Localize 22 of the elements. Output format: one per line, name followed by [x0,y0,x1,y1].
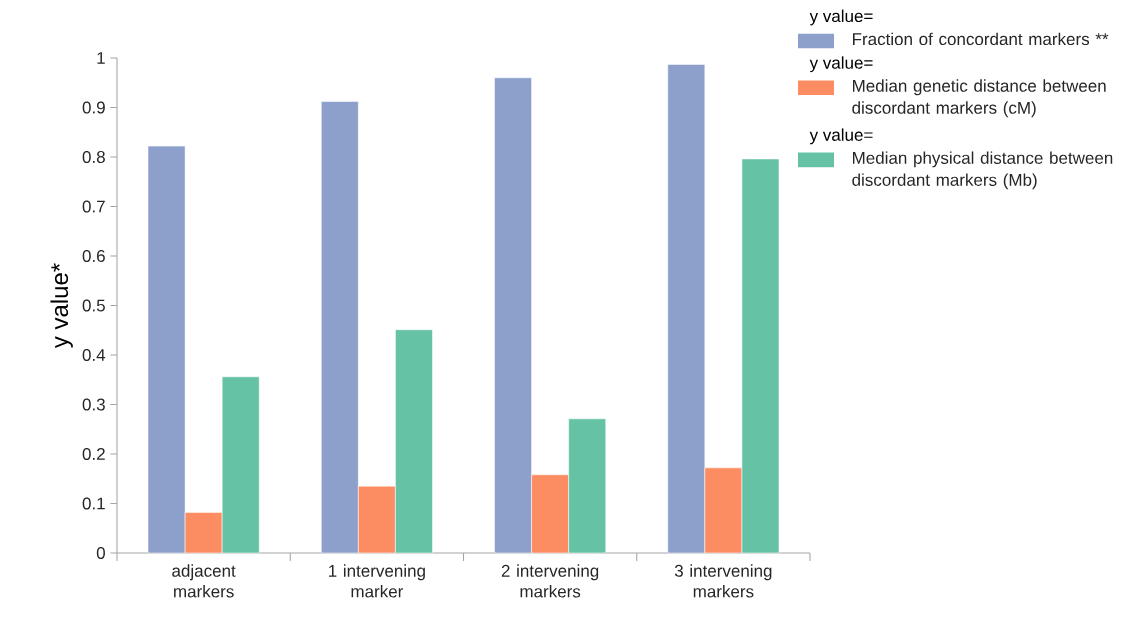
y-tick-label: 0.6 [82,249,105,263]
x-tick-label: 1 intervening marker [329,564,425,598]
x-tick-label: 2 intervening markers [501,564,599,598]
y-tick-label: 0.5 [82,299,105,312]
y-axis-title: y value* [50,263,73,349]
y-tick-label: 0.7 [82,200,105,213]
y-tick-label: 0.2 [82,447,105,461]
text: y value= [809,9,873,26]
annotation: y value= [809,128,873,145]
legend-label: Median physical distance between discordant markers (Mb) [852,151,1113,190]
y-tick-label: 0.4 [82,348,106,362]
x-tick-label: 3 intervening markers [674,564,772,598]
y-tick-label: 0.1 [82,497,105,510]
legend-label: Median genetic distance between discordant markers (cM) [852,79,1106,118]
annotation: y value= [809,56,873,73]
y-tick-label: 0.3 [82,398,105,411]
y-tick-label: 0 [96,546,105,560]
x-tick-label: adjacent markers [172,564,236,598]
y-tick-label: 0.8 [82,150,105,164]
legend-label: Fraction of concordant markers ** [853,32,1109,46]
y-tick-label: 1 [97,52,105,64]
y-tick-label: 0.9 [82,101,105,114]
